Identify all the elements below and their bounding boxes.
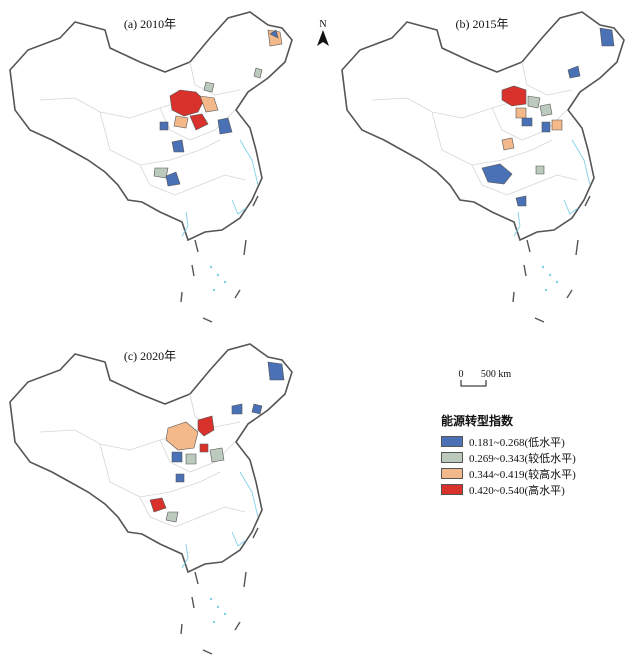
- legend-label: 0.420~0.540(高水平): [469, 482, 565, 498]
- legend-item: 0.420~0.540(高水平): [441, 482, 621, 497]
- map-panel-2015: (b) 2015年: [332, 0, 630, 330]
- region-low: [217, 117, 233, 135]
- scale-bar-line: [460, 380, 487, 387]
- region-low: [541, 121, 551, 133]
- region-mid-low: [539, 103, 553, 117]
- legend-label: 0.181~0.268(低水平): [469, 434, 565, 450]
- panel-title: (c) 2020年: [124, 349, 176, 363]
- china-outline: [9, 11, 293, 242]
- legend-swatch: [441, 452, 463, 463]
- region-low: [171, 451, 183, 463]
- legend-label: 0.269~0.343(较低水平): [469, 450, 576, 466]
- region-mid-high: [515, 107, 527, 119]
- legend-item: 0.344~0.419(较高水平): [441, 466, 621, 481]
- legend-range: 0.344~0.419: [469, 468, 525, 481]
- regions-2015: [481, 27, 615, 207]
- region-mid-low: [153, 167, 169, 179]
- scale-zero: 0: [459, 369, 464, 380]
- scale-distance: 500 km: [481, 369, 512, 380]
- legend-title: 能源转型指数: [441, 414, 514, 428]
- legend: 能源转型指数 0.181~0.268(低水平) 0.269~0.343(较低水平)…: [441, 412, 621, 498]
- region-mid-low: [253, 67, 263, 79]
- region-high: [149, 497, 167, 513]
- map-panel-2020: (c) 2020年: [0, 332, 300, 662]
- china-outline: [341, 11, 625, 242]
- scale-bar: 0 500 km: [456, 366, 526, 396]
- legend-swatch: [441, 436, 463, 447]
- map-2010-svg: (a) 2010年: [9, 11, 293, 323]
- region-low: [599, 27, 615, 47]
- north-arrow: N: [312, 18, 334, 50]
- map-panel-2010: (a) 2010年: [0, 0, 300, 330]
- region-high: [189, 113, 209, 131]
- region-high: [197, 415, 215, 437]
- legend-level: (低水平): [524, 436, 565, 449]
- legend-swatch: [441, 484, 463, 495]
- region-low: [567, 65, 581, 79]
- legend-level: (高水平): [524, 484, 565, 497]
- legend-items: 0.181~0.268(低水平) 0.269~0.343(较低水平) 0.344~0…: [441, 434, 621, 497]
- region-mid-low: [209, 447, 225, 463]
- legend-level: (较低水平): [524, 452, 576, 465]
- regions-2020: [149, 361, 285, 523]
- legend-range: 0.420~0.540: [469, 484, 525, 497]
- legend-label: 0.344~0.419(较高水平): [469, 466, 576, 482]
- legend-item: 0.181~0.268(低水平): [441, 434, 621, 449]
- region-low: [267, 361, 285, 381]
- map-2015-svg: (b) 2015年: [341, 11, 625, 323]
- panel-title: (b) 2015年: [456, 17, 509, 31]
- region-low: [515, 195, 527, 207]
- panel-title: (a) 2010年: [124, 17, 176, 31]
- region-low: [231, 403, 243, 415]
- north-arrow-icon: [317, 30, 329, 46]
- region-low: [251, 403, 263, 415]
- legend-range: 0.181~0.268: [469, 436, 525, 449]
- south-sea-islands: [180, 195, 259, 323]
- region-mid-low: [165, 511, 179, 523]
- legend-range: 0.269~0.343: [469, 452, 525, 465]
- region-mid-high: [173, 115, 189, 129]
- legend-swatch: [441, 468, 463, 479]
- region-low: [159, 121, 169, 131]
- region-low: [269, 29, 279, 39]
- region-low: [171, 139, 185, 153]
- region-mid-high: [199, 95, 219, 113]
- region-high: [199, 443, 209, 453]
- region-mid-high: [165, 421, 199, 451]
- region-mid-low: [185, 453, 197, 465]
- region-mid-high: [551, 119, 563, 131]
- region-mid-low: [535, 165, 545, 175]
- region-mid-low: [527, 95, 541, 109]
- china-outline: [9, 343, 293, 574]
- regions-2010: [153, 29, 283, 187]
- map-2020-svg: (c) 2020年: [9, 343, 293, 655]
- region-low: [521, 117, 533, 127]
- region-high: [169, 89, 205, 117]
- legend-item: 0.269~0.343(较低水平): [441, 450, 621, 465]
- region-low: [165, 171, 181, 187]
- south-sea-islands: [180, 527, 259, 655]
- region-low: [175, 473, 185, 483]
- south-sea-islands: [512, 195, 591, 323]
- region-mid-low: [203, 81, 215, 93]
- north-label: N: [319, 19, 326, 30]
- legend-level: (较高水平): [524, 468, 576, 481]
- region-mid-high: [501, 137, 515, 151]
- region-low: [481, 163, 513, 185]
- region-high: [501, 85, 527, 107]
